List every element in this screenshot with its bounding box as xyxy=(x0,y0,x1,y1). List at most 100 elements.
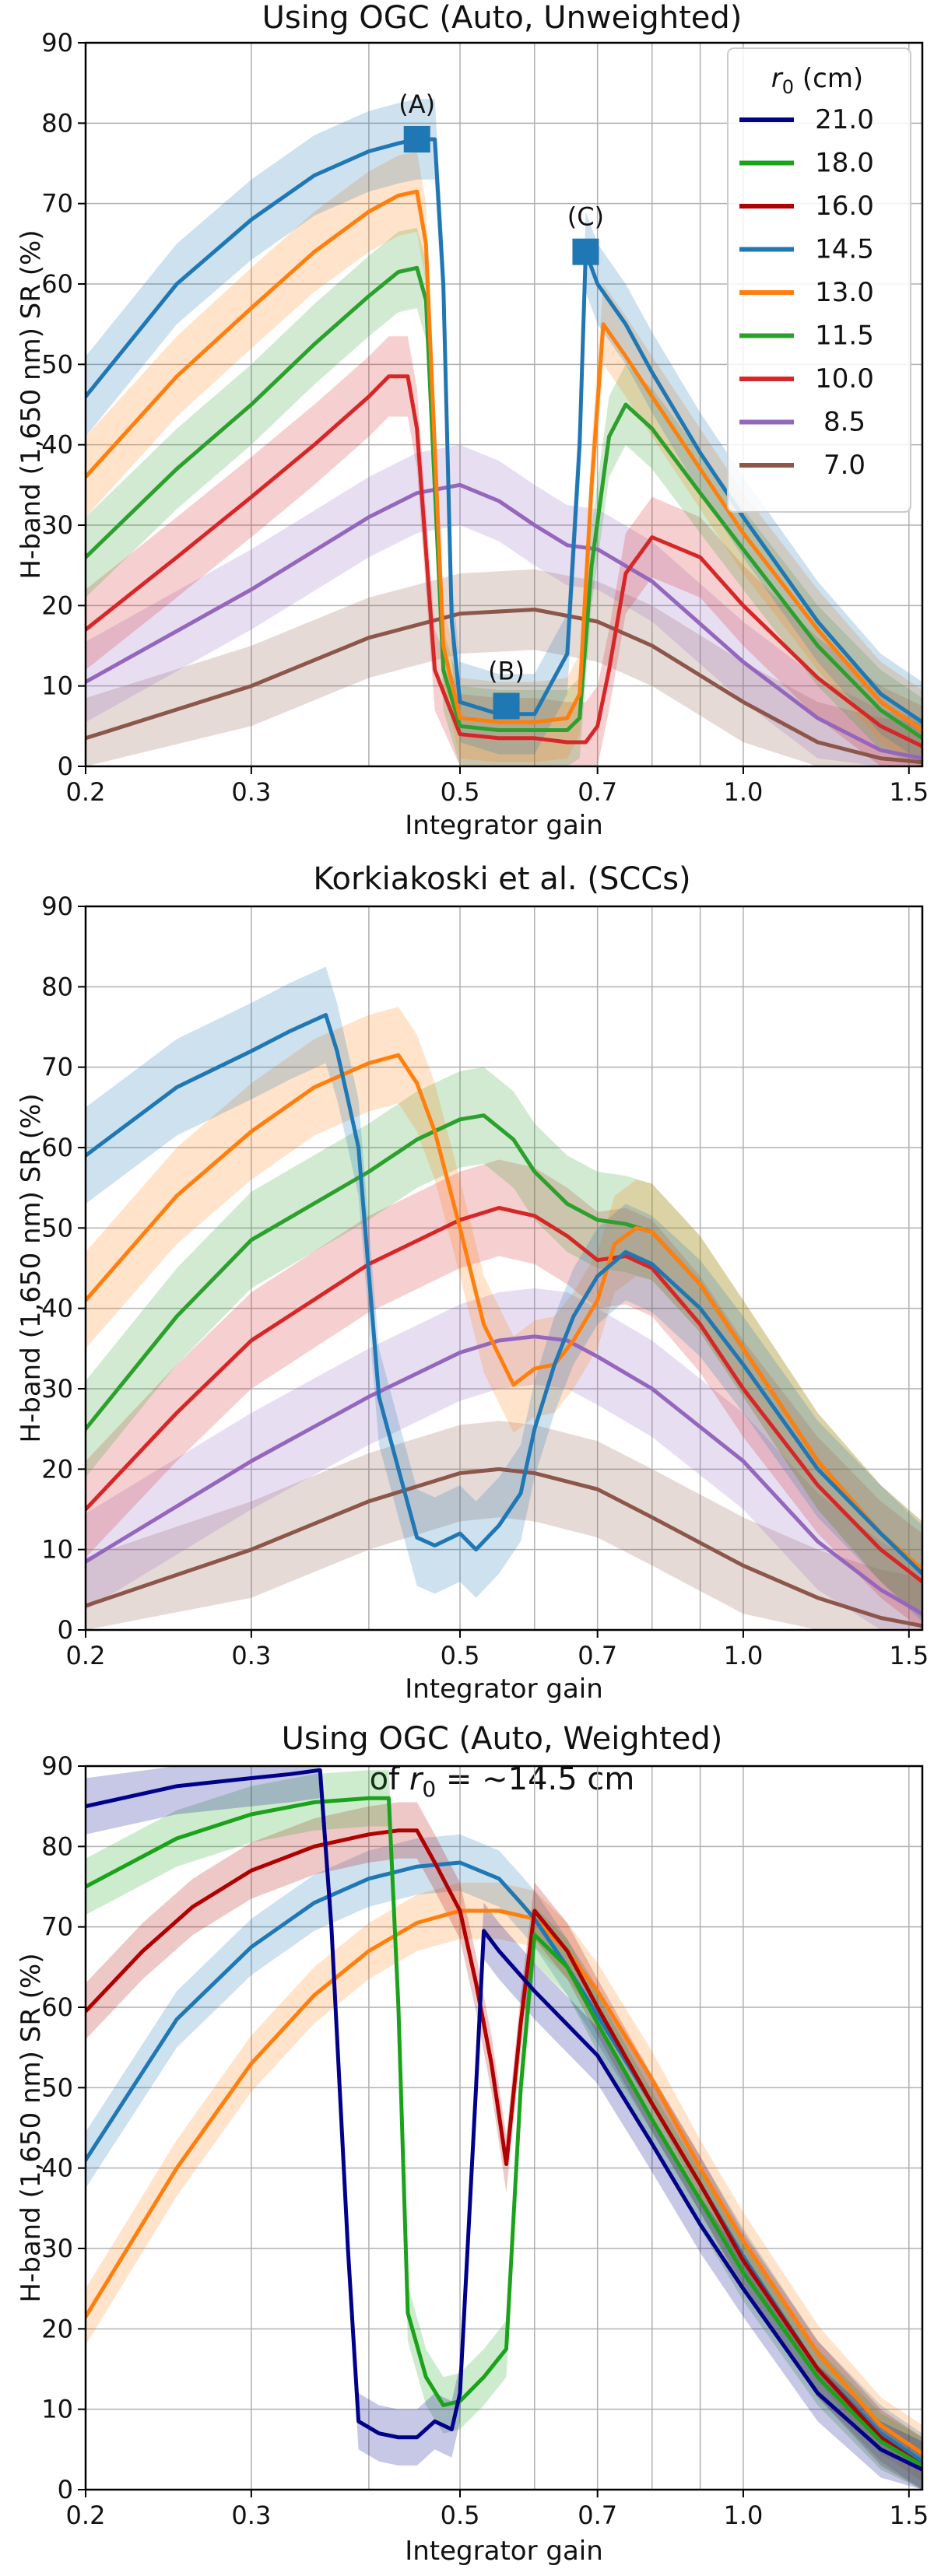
y-tick-label: 40 xyxy=(41,1294,73,1323)
series-band-r0-13-0 xyxy=(86,151,922,766)
y-tick-label: 0 xyxy=(58,2475,73,2504)
series-line-r0-8-5 xyxy=(86,1334,922,1616)
chart-title: Using OGC (Auto, Unweighted) xyxy=(262,0,743,36)
legend-label: 14.5 xyxy=(815,234,874,265)
legend-label: 10.0 xyxy=(815,363,874,394)
legend-item-r0-21-0: 21.0 xyxy=(739,104,874,135)
y-tick-label: 60 xyxy=(41,1133,73,1162)
x-tick-label: 0.2 xyxy=(66,2501,106,2530)
x-axis-label: Integrator gain xyxy=(405,810,603,841)
series-line-r0-8-5 xyxy=(86,482,922,761)
x-tick-label: 1.5 xyxy=(889,1641,929,1670)
series-line-r0-18-0 xyxy=(86,1796,922,2468)
y-tick-label: 90 xyxy=(41,1751,73,1781)
y-axis-label: H-band (1,650 nm) SR (%) xyxy=(16,1953,47,2302)
y-tick-label: 70 xyxy=(41,1053,73,1082)
plot-frame xyxy=(84,41,924,768)
y-tick-label: 80 xyxy=(41,108,73,138)
y-tick-label: 80 xyxy=(41,972,73,1001)
y-tick-label: 60 xyxy=(41,269,73,299)
y-tick-label: 10 xyxy=(41,1535,73,1565)
annotation-c: (C) xyxy=(567,202,604,232)
chart-panel-ogc-unweighted: Using OGC (Auto, Unweighted) (A) (B) (C)… xyxy=(16,0,929,841)
y-tick-label: 10 xyxy=(41,671,73,701)
x-tick-label: 0.3 xyxy=(231,1641,271,1670)
y-axis-label: H-band (1,650 nm) SR (%) xyxy=(16,230,47,579)
series-band-r0-7-0 xyxy=(86,1421,922,1630)
x-tick-label: 0.7 xyxy=(578,1641,617,1670)
legend-label: 18.0 xyxy=(815,148,874,179)
y-tick-label: 40 xyxy=(41,2154,73,2183)
y-tick-label: 30 xyxy=(41,2234,73,2263)
chart-title: Using OGC (Auto, Weighted) xyxy=(282,1721,723,1757)
x-axis-label: Integrator gain xyxy=(405,1674,603,1705)
y-tick-label: 90 xyxy=(41,892,73,921)
marker-point-2 xyxy=(572,238,599,265)
x-axis-label: Integrator gain xyxy=(405,2536,603,2567)
y-tick-label: 20 xyxy=(41,591,73,620)
x-tick-label: 0.2 xyxy=(66,1641,106,1670)
series-line-r0-21-0 xyxy=(86,1768,922,2472)
legend-label: 16.0 xyxy=(815,191,874,222)
legend-item-r0-7-0: 7.0 xyxy=(739,450,866,481)
series-band-r0-13-0 xyxy=(86,1882,922,2482)
y-tick-label: 10 xyxy=(41,2395,73,2424)
y-tick-label: 50 xyxy=(41,1213,73,1242)
y-axis-label: H-band (1,650 nm) SR (%) xyxy=(16,1093,47,1442)
series-line-r0-13-0 xyxy=(86,1053,922,1572)
plot-frame xyxy=(84,905,924,1631)
y-tick-label: 50 xyxy=(41,2073,73,2102)
legend-item-r0-8-5: 8.5 xyxy=(739,407,866,438)
x-tick-label: 0.5 xyxy=(441,2501,480,2530)
x-tick-label: 0.5 xyxy=(441,1641,480,1670)
series-line-r0-16-0 xyxy=(86,1828,922,2468)
series-band-r0-11-5 xyxy=(86,1067,922,1618)
series-line-r0-11-5 xyxy=(86,265,922,741)
legend-label: 7.0 xyxy=(823,450,866,481)
y-tick-label: 50 xyxy=(41,349,73,379)
y-tick-label: 70 xyxy=(41,1912,73,1942)
annotation-a: (A) xyxy=(399,89,435,119)
x-tick-label: 0.7 xyxy=(578,777,617,807)
legend-label: 8.5 xyxy=(823,407,866,438)
legend-item-r0-18-0: 18.0 xyxy=(739,148,874,179)
legend-title: r0 (cm) xyxy=(771,63,863,98)
x-tick-label: 1.0 xyxy=(723,1641,763,1670)
marker-point-0 xyxy=(403,126,430,152)
x-tick-label: 0.7 xyxy=(578,2501,617,2530)
y-tick-label: 30 xyxy=(41,510,73,540)
x-tick-label: 0.5 xyxy=(441,777,480,807)
x-tick-label: 1.5 xyxy=(889,777,929,807)
legend-label: 11.5 xyxy=(815,321,874,352)
legend-label: 21.0 xyxy=(815,104,874,135)
x-tick-label: 1.0 xyxy=(723,777,763,807)
y-tick-label: 90 xyxy=(41,28,73,58)
y-tick-label: 80 xyxy=(41,1831,73,1861)
legend: r0 (cm) 21.0 18.0 16.0 14.5 13.0 11.5 10.0 8.5 7… xyxy=(727,47,911,513)
legend-item-r0-14-5: 14.5 xyxy=(739,234,874,265)
legend-item-r0-10-0: 10.0 xyxy=(739,363,874,394)
y-tick-label: 0 xyxy=(58,752,73,781)
y-tick-label: 40 xyxy=(41,430,73,460)
chart-panel-ogc-weighted: Using OGC (Auto, Weighted) of r0 = ~14.5… xyxy=(16,1721,929,2567)
y-tick-label: 70 xyxy=(41,189,73,219)
x-tick-label: 0.3 xyxy=(231,2501,271,2530)
marker-point-1 xyxy=(493,692,520,720)
chart-panel-korkiakoski-sccs: Korkiakoski et al. (SCCs) 0.2 0.3 0.5 0.7 1.… xyxy=(16,861,929,1705)
legend-label: 13.0 xyxy=(815,277,874,308)
series-line-r0-14-5 xyxy=(86,1013,922,1576)
x-tick-label: 1.0 xyxy=(723,2501,763,2530)
series-band-r0-10-0 xyxy=(86,336,922,766)
plot-frame xyxy=(84,1765,924,2491)
series-line-r0-13-0 xyxy=(86,189,922,732)
chart-subtitle: of r0 = ~14.5 cm xyxy=(370,1761,635,1802)
y-tick-label: 20 xyxy=(41,2314,73,2343)
chart-title: Korkiakoski et al. (SCCs) xyxy=(313,861,690,897)
annotation-b: (B) xyxy=(488,657,525,686)
series-line-r0-7-0 xyxy=(86,1467,922,1628)
series-band-r0-7-0 xyxy=(86,569,922,766)
series-band-r0-8-5 xyxy=(86,444,922,766)
x-tick-label: 0.3 xyxy=(231,777,271,807)
legend-item-r0-16-0: 16.0 xyxy=(739,191,874,222)
